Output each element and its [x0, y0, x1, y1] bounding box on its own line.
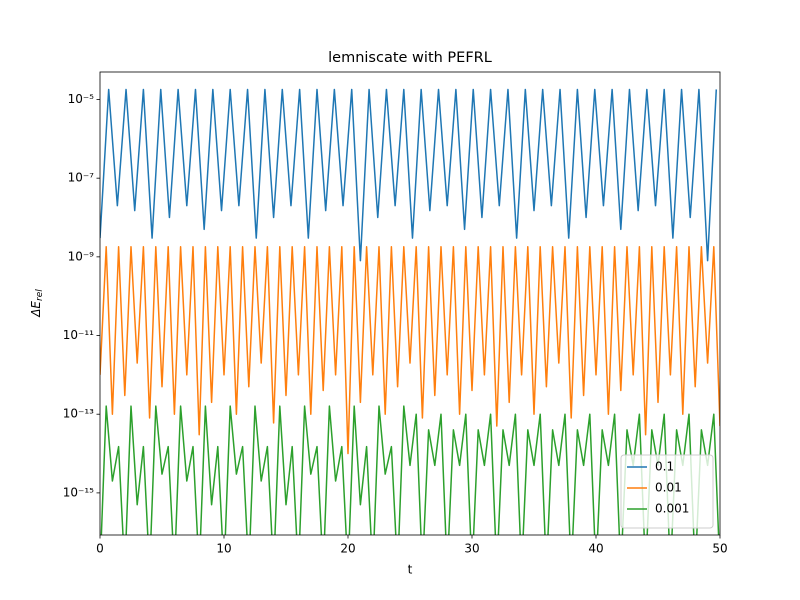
y-tick-label: 10⁻¹¹	[63, 328, 94, 342]
plot-area	[100, 88, 720, 535]
line-series	[100, 405, 720, 535]
legend-label: 0.01	[655, 481, 682, 495]
y-tick-label: 10⁻¹³	[63, 407, 94, 421]
x-tick-label: 10	[216, 542, 231, 556]
legend-label: 0.001	[655, 502, 689, 516]
y-tick-label: 10⁻⁹	[68, 249, 95, 263]
line-series	[100, 246, 720, 455]
x-tick-label: 50	[712, 542, 727, 556]
x-tick-label: 30	[464, 542, 479, 556]
y-tick-label: 10⁻¹⁵	[63, 485, 94, 499]
y-axis-label: ΔErel	[29, 289, 45, 318]
chart-title: lemniscate with PEFRL	[328, 50, 492, 66]
x-axis-label: t	[408, 563, 413, 577]
x-tick-label: 20	[340, 542, 355, 556]
x-tick-label: 40	[588, 542, 603, 556]
line-series	[100, 88, 718, 262]
y-tick-label: 10⁻⁵	[68, 92, 95, 106]
y-tick-label: 10⁻⁷	[68, 171, 95, 185]
legend-label: 0.1	[655, 460, 674, 474]
axes-frame	[99, 71, 721, 536]
x-tick-label: 0	[96, 542, 104, 556]
